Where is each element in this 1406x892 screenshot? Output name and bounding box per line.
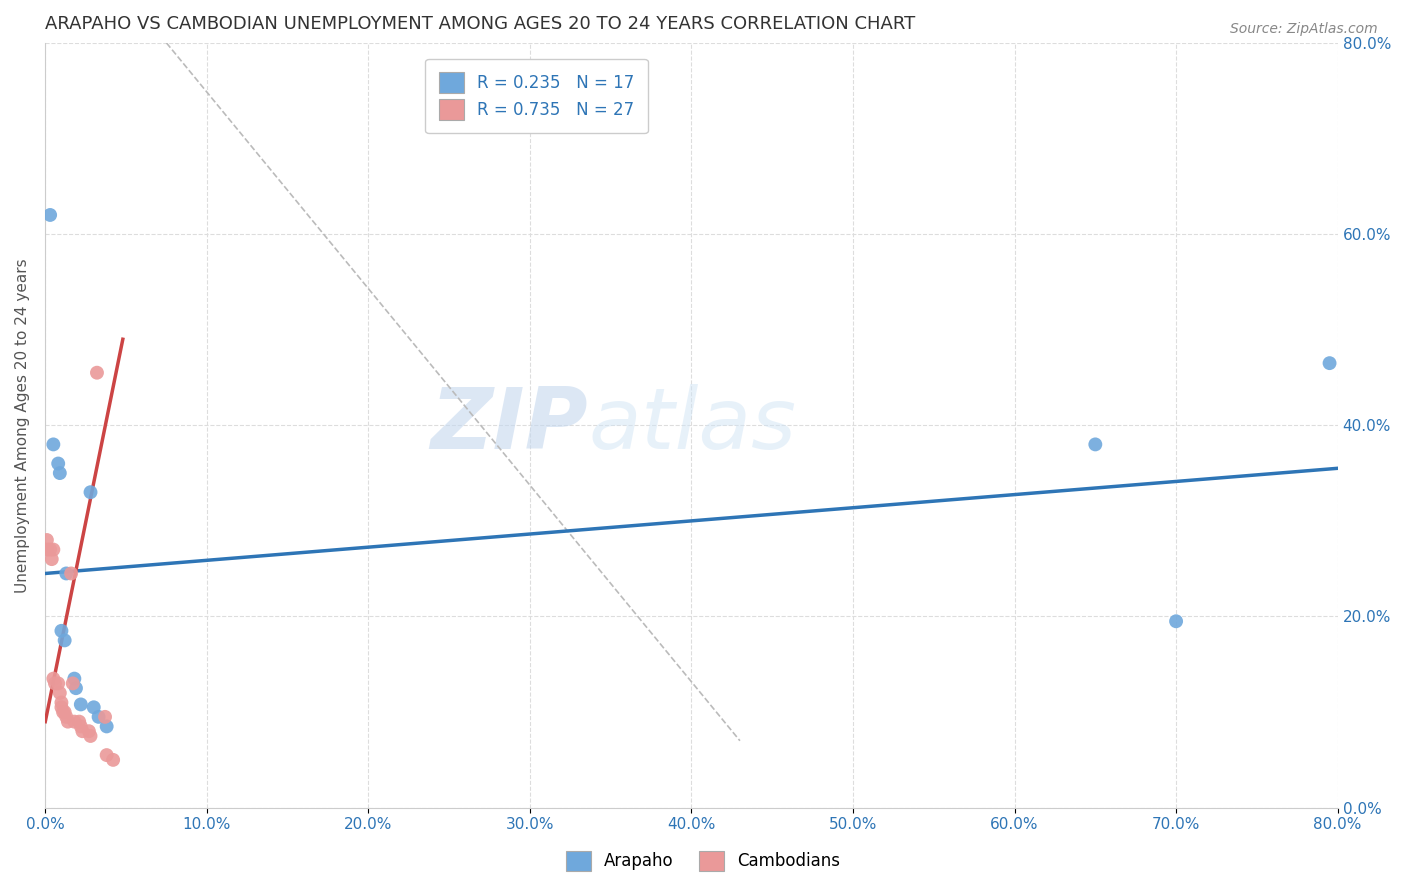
- Text: ZIP: ZIP: [430, 384, 588, 467]
- Point: [42, 672, 65, 686]
- Point: [49, 686, 72, 700]
- Point: [79, 729, 101, 743]
- Point: [101, 753, 124, 767]
- Point: [44, 676, 66, 690]
- Point: [83, 700, 105, 714]
- Point: [65, 681, 87, 696]
- Point: [1164, 614, 1187, 628]
- Point: [53, 705, 76, 719]
- Point: [51, 624, 73, 638]
- Point: [63, 672, 86, 686]
- Point: [49, 466, 72, 480]
- Point: [77, 724, 100, 739]
- Point: [86, 366, 108, 380]
- Point: [96, 719, 118, 733]
- Point: [51, 700, 73, 714]
- Point: [42, 542, 65, 557]
- Point: [69, 719, 91, 733]
- Point: [51, 696, 73, 710]
- Point: [60, 566, 83, 581]
- Point: [79, 485, 101, 500]
- Point: [42, 437, 65, 451]
- Point: [94, 710, 117, 724]
- Point: [96, 748, 118, 763]
- Legend: Arapaho, Cambodians: Arapaho, Cambodians: [558, 842, 848, 880]
- Point: [87, 710, 110, 724]
- Point: [1319, 356, 1341, 370]
- Point: [69, 698, 91, 712]
- Point: [72, 724, 94, 739]
- Point: [62, 676, 84, 690]
- Point: [46, 457, 69, 471]
- Point: [35, 533, 58, 547]
- Point: [1084, 437, 1107, 451]
- Point: [63, 714, 86, 729]
- Point: [55, 566, 77, 581]
- Point: [55, 710, 77, 724]
- Point: [39, 208, 62, 222]
- Point: [52, 705, 75, 719]
- Point: [41, 552, 63, 566]
- Text: ARAPAHO VS CAMBODIAN UNEMPLOYMENT AMONG AGES 20 TO 24 YEARS CORRELATION CHART: ARAPAHO VS CAMBODIAN UNEMPLOYMENT AMONG …: [45, 15, 915, 33]
- Text: Source: ZipAtlas.com: Source: ZipAtlas.com: [1230, 22, 1378, 37]
- Point: [35, 542, 58, 557]
- Point: [46, 676, 69, 690]
- Legend: R = 0.235   N = 17, R = 0.735   N = 27: R = 0.235 N = 17, R = 0.735 N = 27: [425, 59, 648, 133]
- Point: [56, 714, 79, 729]
- Point: [67, 714, 90, 729]
- Y-axis label: Unemployment Among Ages 20 to 24 years: Unemployment Among Ages 20 to 24 years: [15, 258, 30, 592]
- Point: [39, 542, 62, 557]
- Point: [53, 633, 76, 648]
- Text: atlas: atlas: [588, 384, 796, 467]
